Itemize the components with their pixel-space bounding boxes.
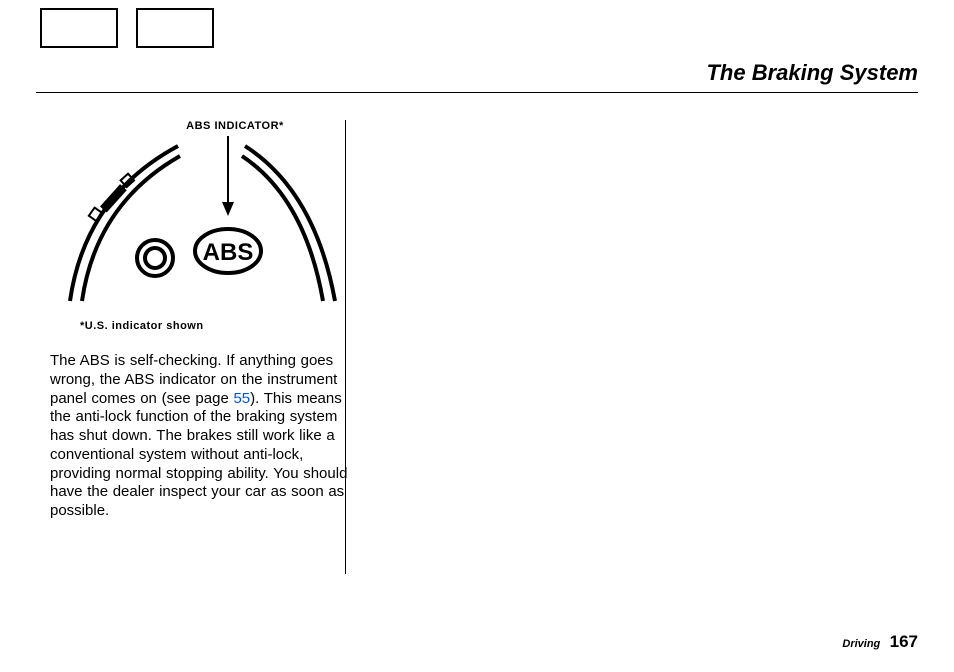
footer-section-label: Driving xyxy=(842,638,880,650)
indicator-ring-inner xyxy=(145,248,165,268)
title-rule xyxy=(36,92,918,93)
nav-box-2[interactable] xyxy=(136,8,214,48)
nav-box-1[interactable] xyxy=(40,8,118,48)
indicator-ring-outer xyxy=(137,240,173,276)
abs-indicator-diagram: ABS xyxy=(60,136,340,306)
top-nav-boxes xyxy=(40,8,214,48)
arrow-head xyxy=(222,202,234,216)
content-column: ABS INDICATOR* ABS *U.S. indicator shown… xyxy=(50,120,350,521)
diagram-label: ABS INDICATOR* xyxy=(120,120,350,132)
body-part2: ). This means the anti-lock function of … xyxy=(50,390,347,520)
body-paragraph: The ABS is self-checking. If anything go… xyxy=(50,352,350,521)
page-ref-link[interactable]: 55 xyxy=(233,390,250,407)
page-footer: Driving 167 xyxy=(842,632,918,652)
abs-oval-text: ABS xyxy=(203,239,254,266)
footer-page-number: 167 xyxy=(890,632,918,651)
page-title: The Braking System xyxy=(706,60,918,86)
diagram-footnote: *U.S. indicator shown xyxy=(80,320,350,332)
